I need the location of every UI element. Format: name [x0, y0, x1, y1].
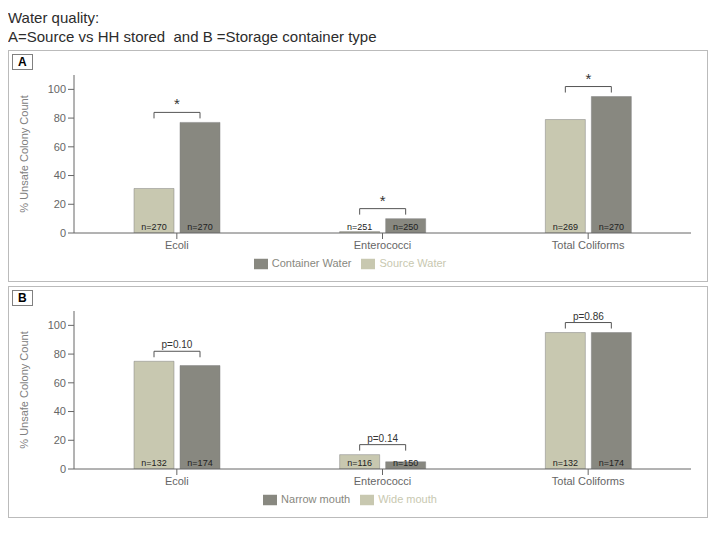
svg-text:Enterococci: Enterococci [354, 239, 411, 251]
svg-text:*: * [174, 95, 180, 112]
svg-text:100: 100 [48, 83, 66, 95]
svg-text:0: 0 [60, 227, 66, 239]
svg-text:60: 60 [54, 377, 66, 389]
svg-text:40: 40 [54, 169, 66, 181]
svg-text:80: 80 [54, 348, 66, 360]
svg-text:*: * [585, 70, 591, 87]
svg-text:20: 20 [54, 198, 66, 210]
svg-text:n=132: n=132 [141, 458, 166, 468]
svg-text:100: 100 [48, 319, 66, 331]
svg-text:n=270: n=270 [187, 222, 212, 232]
svg-text:% Unsafe Colony Count: % Unsafe Colony Count [18, 95, 30, 212]
svg-text:n=132: n=132 [553, 458, 578, 468]
svg-text:% Unsafe Colony Count: % Unsafe Colony Count [18, 331, 30, 448]
svg-text:p=0.10: p=0.10 [162, 339, 193, 350]
svg-text:n=270: n=270 [599, 222, 624, 232]
svg-text:Total Coliforms: Total Coliforms [552, 239, 625, 251]
svg-text:Total Coliforms: Total Coliforms [552, 475, 625, 487]
svg-text:Ecoli: Ecoli [165, 239, 189, 251]
svg-text:n=270: n=270 [141, 222, 166, 232]
svg-text:n=150: n=150 [393, 458, 418, 468]
html-text:B: B [18, 291, 27, 305]
svg-text:n=269: n=269 [553, 222, 578, 232]
svg-text:*: * [380, 192, 386, 209]
svg-text:40: 40 [54, 405, 66, 417]
html-text:Narrow mouth: Narrow mouth [281, 493, 351, 505]
svg-text:80: 80 [54, 112, 66, 124]
svg-text:p=0.14: p=0.14 [367, 433, 398, 444]
svg-text:n=250: n=250 [393, 222, 418, 232]
html-text:Water quality:: Water quality: [8, 9, 100, 26]
svg-text:n=116: n=116 [347, 458, 372, 468]
svg-text:0: 0 [60, 463, 66, 475]
svg-text:n=251: n=251 [347, 222, 372, 232]
svg-text:p=0.86: p=0.86 [573, 311, 604, 322]
html-text:Container Water: Container Water [271, 257, 352, 269]
svg-text:Enterococci: Enterococci [354, 475, 411, 487]
html-text:A: A [18, 55, 27, 69]
svg-text:n=174: n=174 [187, 458, 212, 468]
html-text:A=Source vs HH stored and B =S: A=Source vs HH stored and B =Storage con… [8, 28, 377, 45]
svg-text:Ecoli: Ecoli [165, 475, 189, 487]
html-text:Source Water: Source Water [379, 257, 447, 269]
svg-text:60: 60 [54, 141, 66, 153]
svg-text:n=174: n=174 [599, 458, 624, 468]
html-text:Wide mouth: Wide mouth [378, 493, 437, 505]
svg-text:20: 20 [54, 434, 66, 446]
